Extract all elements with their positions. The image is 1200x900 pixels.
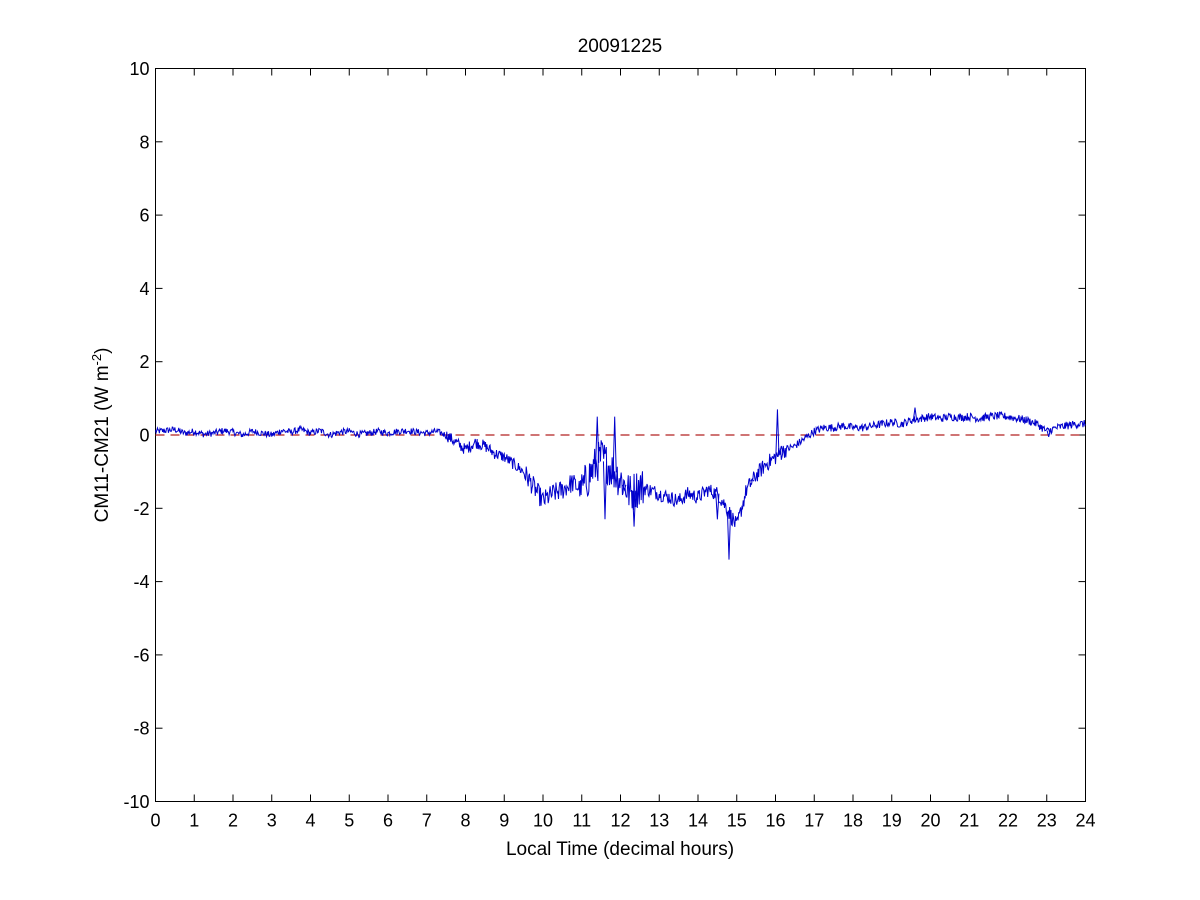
x-tick-label: 0 xyxy=(150,811,160,831)
series-spike xyxy=(602,461,608,520)
series-spike xyxy=(779,445,784,453)
series-spike xyxy=(632,490,637,527)
x-tick-label: 19 xyxy=(882,811,902,831)
x-axis: 0 1 2 3 4 5 6 7 8 9 10 11 12 13 14 15 16 17 18 19 20 21 22 23 24 xyxy=(150,68,1096,831)
x-tick-label: 23 xyxy=(1037,811,1057,831)
y-tick-label: 2 xyxy=(139,352,149,372)
y-tick-label: 6 xyxy=(139,206,149,226)
y-tick-label: -6 xyxy=(133,645,149,665)
y-tick-label: -4 xyxy=(133,572,149,592)
series-spike xyxy=(912,407,918,420)
x-tick-label: 4 xyxy=(305,811,315,831)
y-tick-label: 0 xyxy=(139,426,149,446)
series-spike xyxy=(1046,430,1051,437)
y-axis-label-exponent: -2 xyxy=(89,354,104,366)
x-axis-label: Local Time (decimal hours) xyxy=(506,839,734,860)
x-tick-label: 18 xyxy=(843,811,863,831)
x-tick-label: 24 xyxy=(1075,811,1095,831)
x-tick-label: 14 xyxy=(688,811,708,831)
series-spike xyxy=(726,511,732,560)
x-tick-label: 15 xyxy=(727,811,747,831)
x-tick-label: 7 xyxy=(422,811,432,831)
x-tick-label: 8 xyxy=(460,811,470,831)
x-tick-label: 5 xyxy=(344,811,354,831)
y-tick-label: 10 xyxy=(129,59,149,79)
series-spike xyxy=(622,484,627,492)
y-tick-label: -8 xyxy=(133,719,149,739)
series-spike xyxy=(715,493,720,520)
series-spike xyxy=(612,416,617,473)
x-tick-label: 11 xyxy=(572,811,591,831)
x-tick-label: 6 xyxy=(383,811,393,831)
y-tick-label: 8 xyxy=(139,132,149,152)
x-tick-label: 13 xyxy=(649,811,669,831)
x-tick-label: 12 xyxy=(610,811,630,831)
x-tick-label: 21 xyxy=(959,811,979,831)
series-spike xyxy=(595,416,600,463)
series-line xyxy=(155,410,1086,528)
series-spike xyxy=(775,409,780,456)
x-tick-label: 22 xyxy=(998,811,1018,831)
x-tick-label: 10 xyxy=(533,811,553,831)
chart-title: 20091225 xyxy=(578,36,663,57)
x-tick-label: 9 xyxy=(499,811,509,831)
y-axis: -10 -8 -6 -4 -2 0 2 4 6 8 10 xyxy=(123,59,1086,812)
y-tick-label: -10 xyxy=(123,792,149,812)
x-tick-label: 16 xyxy=(765,811,785,831)
y-axis-label-close: ) xyxy=(92,348,113,354)
x-tick-label: 20 xyxy=(920,811,940,831)
y-tick-label: 4 xyxy=(139,279,149,299)
x-tick-label: 17 xyxy=(804,811,824,831)
y-tick-label: -2 xyxy=(133,499,149,519)
x-tick-label: 3 xyxy=(267,811,277,831)
x-tick-label: 2 xyxy=(228,811,238,831)
x-tick-label: 1 xyxy=(189,811,199,831)
y-axis-label-base: CM11-CM21 (W m xyxy=(92,365,113,522)
y-axis-label: CM11-CM21 (W m-2) xyxy=(89,348,113,523)
series-spike xyxy=(750,478,755,482)
